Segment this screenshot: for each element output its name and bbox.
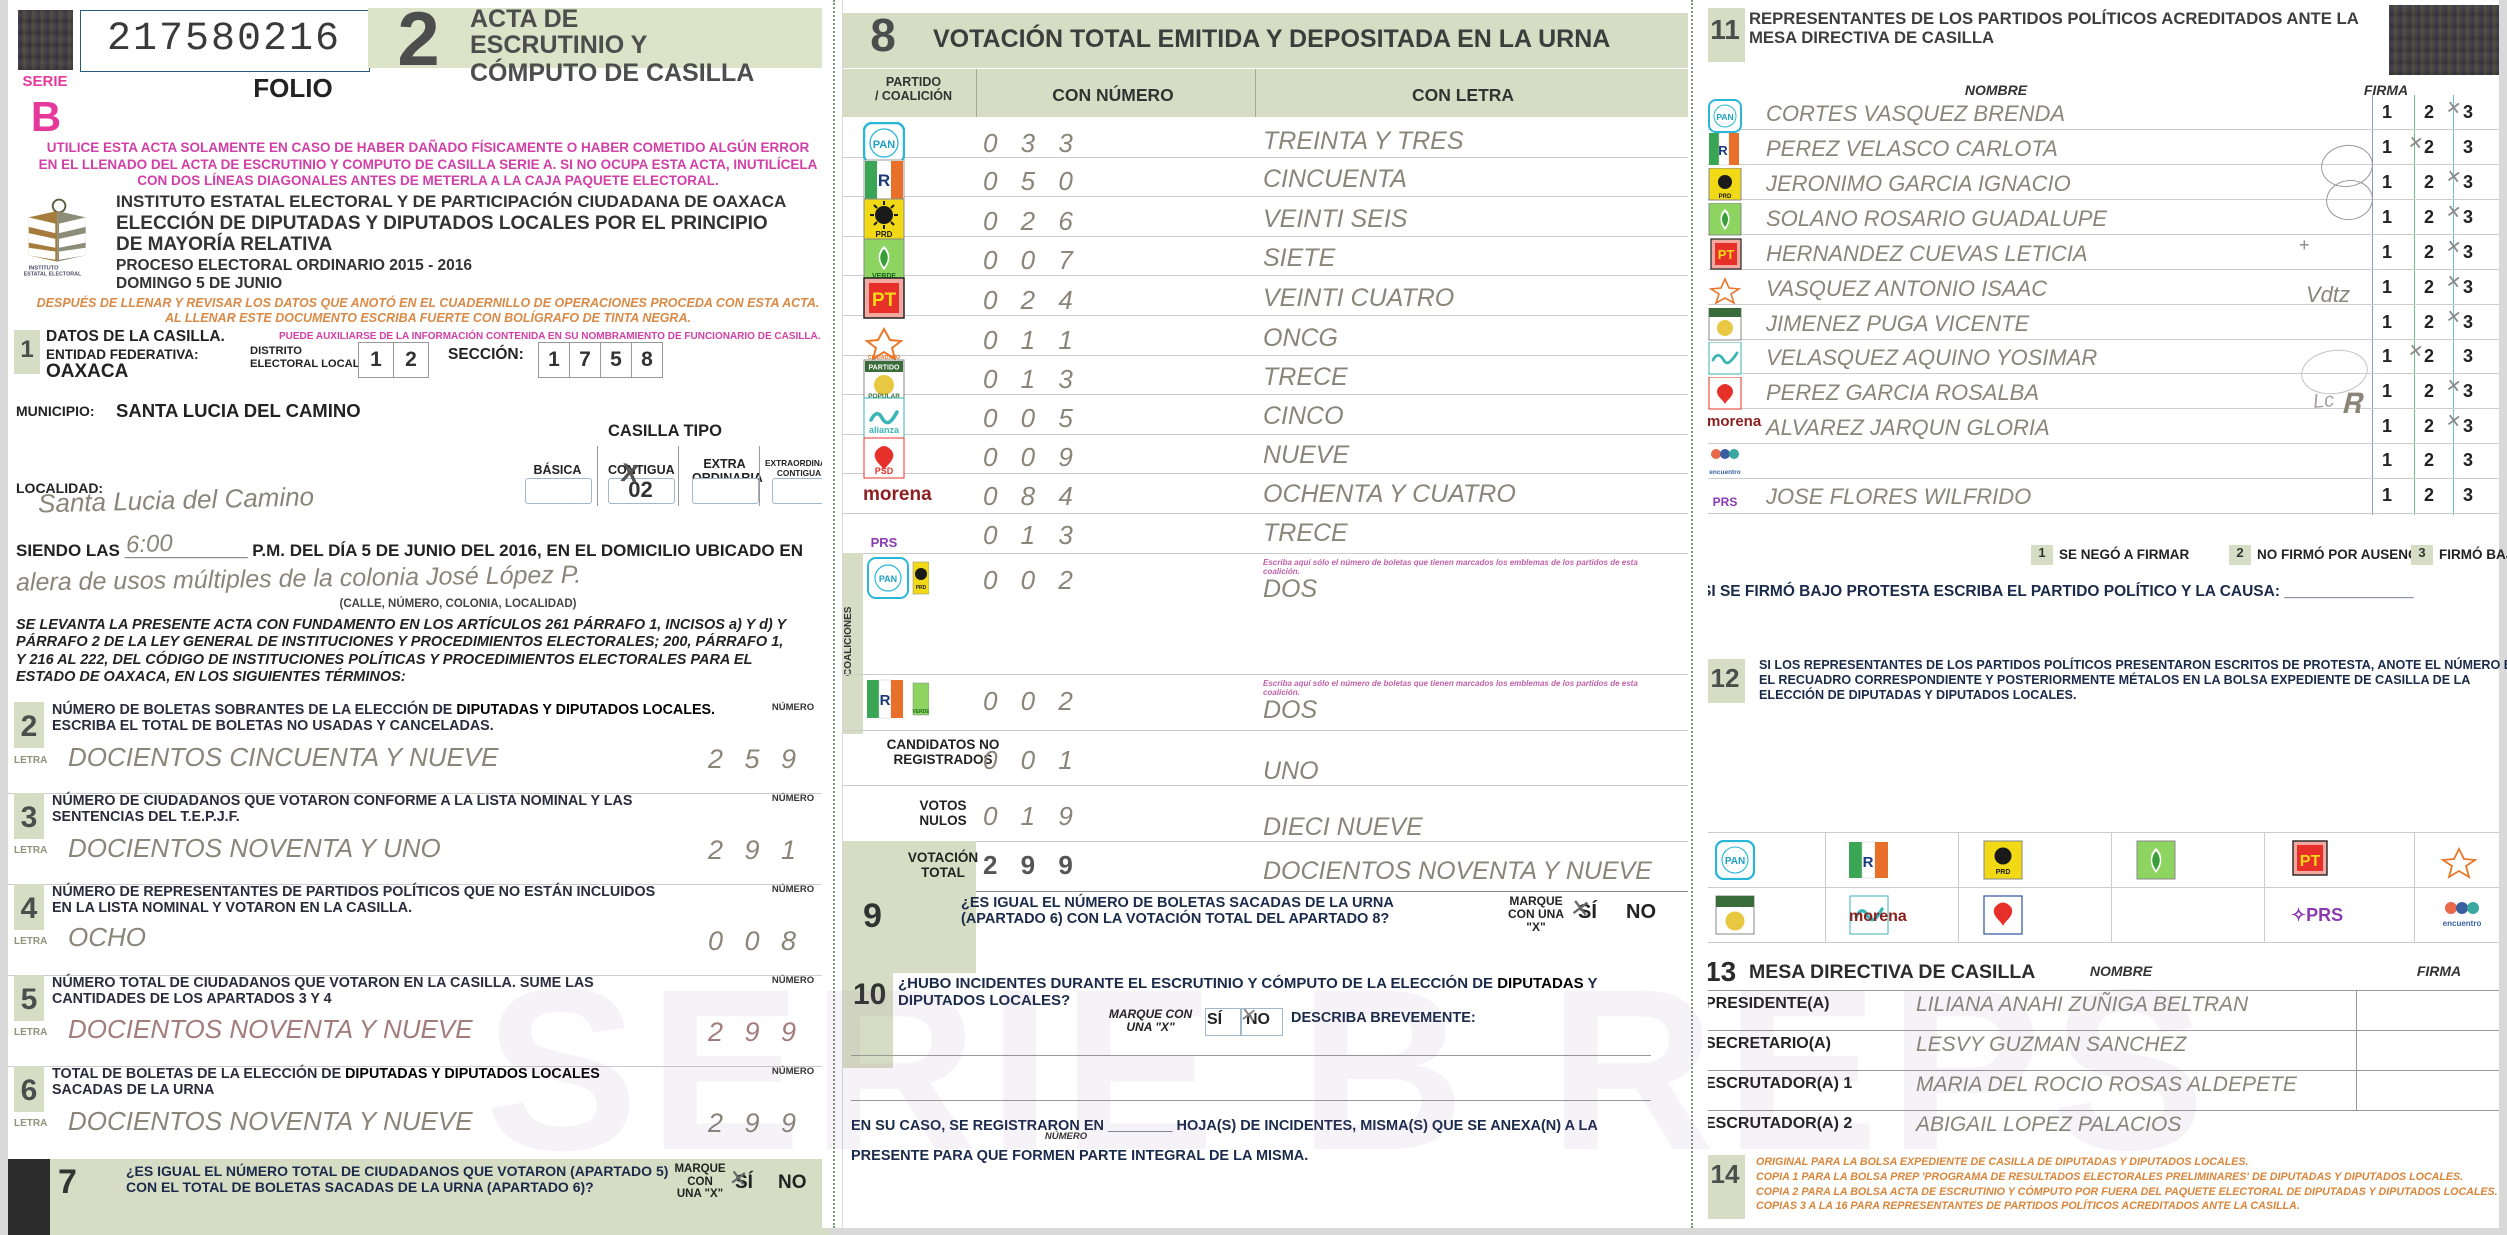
svg-text:PAN: PAN [879,574,897,584]
svg-text:PRD: PRD [916,585,927,591]
svg-text:VERDE: VERDE [912,709,929,715]
svg-text:PAN: PAN [1725,856,1745,867]
svg-text:R: R [878,171,890,190]
svg-text:PRS: PRS [871,535,898,550]
svg-text:R: R [1863,854,1874,871]
svg-text:encuentro: encuentro [1709,469,1740,476]
svg-text:encuentro: encuentro [2443,919,2482,928]
svg-text:ESTATAL ELECTORAL: ESTATAL ELECTORAL [24,272,82,278]
svg-text:PAN: PAN [1716,112,1733,122]
svg-text:PSD: PSD [875,466,894,476]
svg-text:R: R [880,692,891,709]
svg-text:PT: PT [1718,247,1735,262]
svg-text:PT: PT [872,290,897,311]
svg-text:INSTITUTO: INSTITUTO [29,265,59,271]
svg-text:PRD: PRD [1719,194,1732,200]
svg-text:PRD: PRD [1996,869,2011,876]
svg-text:PRS: PRS [1713,495,1738,509]
svg-text:PT: PT [2300,853,2321,870]
svg-text:alianza: alianza [869,425,900,435]
svg-text:PAN: PAN [873,139,895,151]
svg-text:PARTIDO: PARTIDO [869,365,901,372]
svg-text:R: R [1718,143,1728,158]
